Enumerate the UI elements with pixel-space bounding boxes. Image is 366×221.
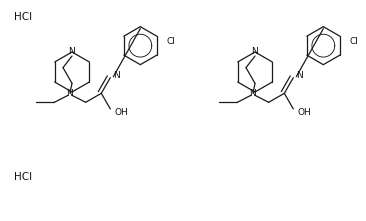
Text: Cl: Cl — [350, 37, 359, 46]
Text: Cl: Cl — [167, 37, 176, 46]
Text: N: N — [113, 71, 120, 80]
Text: N: N — [68, 48, 75, 57]
Text: OH: OH — [297, 109, 311, 118]
Text: HCl: HCl — [14, 12, 32, 22]
Text: N: N — [251, 48, 258, 57]
Text: HCl: HCl — [14, 172, 32, 182]
Text: OH: OH — [114, 109, 128, 118]
Text: N: N — [67, 89, 73, 98]
Text: N: N — [296, 71, 303, 80]
Text: N: N — [250, 89, 256, 98]
